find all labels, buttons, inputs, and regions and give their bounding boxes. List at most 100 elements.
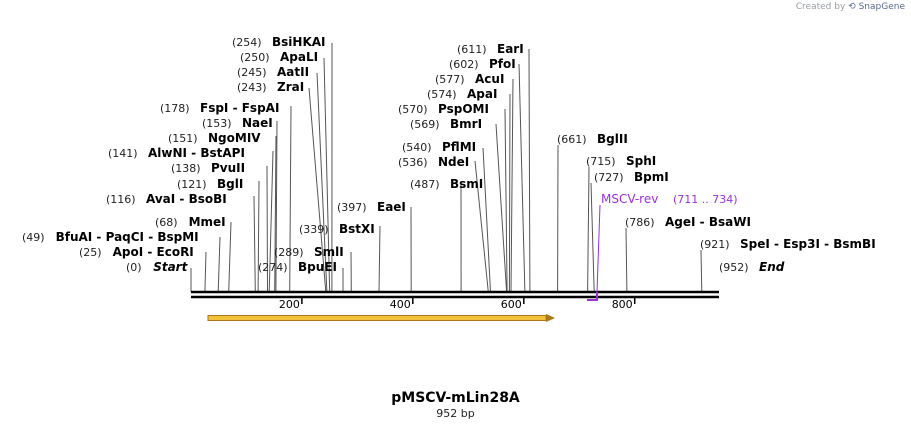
cut-site-label-6[interactable]: (138) PvuII (171, 161, 245, 175)
snapgene-credit: Created by ⟲ SnapGene (796, 2, 905, 12)
cut-site-label-4[interactable]: (116) AvaI - BsoBI (106, 192, 227, 206)
cut-site-position: (116) (106, 193, 136, 206)
cut-site-position: (245) (237, 66, 267, 79)
cut-site-label-20[interactable]: (536) NdeI (398, 155, 469, 169)
enzyme-name: EarI (497, 42, 524, 56)
enzyme-name: BpuEI (298, 260, 337, 274)
cut-site-position: (0) (126, 261, 142, 274)
cut-site-label-21[interactable]: (540) PflMI (402, 140, 476, 154)
enzyme-name: BpmI (634, 170, 669, 184)
leader-line-17 (378, 225, 381, 293)
enzyme-name: BstXI (339, 222, 375, 236)
leader-line-26 (518, 63, 526, 293)
cut-site-label-15[interactable]: (274) BpuEI (258, 260, 337, 274)
cut-site-label-5[interactable]: (121) BglI (177, 177, 243, 191)
enzyme-name: BsiHKAI (272, 35, 326, 49)
cut-site-position: (786) (625, 216, 655, 229)
feature-arrow-shaft (207, 315, 547, 321)
cut-site-label-24[interactable]: (574) ApaI (427, 87, 497, 101)
cut-site-position: (397) (337, 201, 367, 214)
cut-site-label-7[interactable]: (141) AlwNI - BstAPI (108, 146, 245, 160)
cut-site-label-32[interactable]: (921) SpeI - Esp3I - BsmBI (700, 237, 876, 251)
feature-arrow-head (546, 314, 555, 322)
enzyme-name: BglII (597, 132, 628, 146)
leader-line-27 (528, 48, 531, 293)
cut-site-label-0[interactable]: (0) Start (126, 260, 189, 274)
enzyme-name: ApoI - EcoRI (113, 245, 194, 259)
cut-site-position: (727) (594, 171, 624, 184)
cut-site-position: (487) (410, 178, 440, 191)
cut-site-label-9[interactable]: (153) NaeI (202, 116, 273, 130)
leader-line-29 (587, 166, 590, 293)
enzyme-name: AvaI - BsoBI (146, 192, 227, 206)
plasmid-name: pMSCV-mLin28A (391, 390, 520, 406)
enzyme-name: PflMI (442, 140, 476, 154)
cut-site-label-14[interactable]: (254) BsiHKAI (232, 35, 326, 49)
cut-site-position: (715) (586, 155, 616, 168)
cut-site-label-26[interactable]: (602) PfoI (449, 57, 516, 71)
cut-site-label-22[interactable]: (569) BmrI (410, 117, 482, 131)
cut-site-label-30[interactable]: (727) BpmI (594, 170, 669, 184)
cut-site-label-28[interactable]: (661) BglII (557, 132, 628, 146)
cut-site-label-10[interactable]: (178) FspI - FspAI (160, 101, 279, 115)
enzyme-name: NdeI (438, 155, 469, 169)
cut-site-position: (570) (398, 103, 428, 116)
cut-site-position: (274) (258, 261, 288, 274)
leader-line-3 (228, 221, 232, 293)
cut-site-label-3[interactable]: (68) MmeI (155, 215, 226, 229)
enzyme-name: SpeI - Esp3I - BsmBI (740, 237, 876, 251)
cut-site-label-2[interactable]: (49) BfuAI - PaqCI - BspMI (22, 230, 199, 244)
primer-mscv-rev[interactable]: MSCV-rev (711 .. 734) (587, 192, 738, 301)
cut-site-position: (25) (79, 246, 102, 259)
plasmid-title-block: pMSCV-mLin28A 952 bp (0, 390, 911, 420)
cut-site-label-23[interactable]: (570) PspOMI (398, 102, 489, 116)
cut-site-label-13[interactable]: (250) ApaLI (240, 50, 318, 64)
cut-site-position: (952) (719, 261, 749, 274)
enzyme-name: AlwNI - BstAPI (148, 146, 245, 160)
primer-range: (711 .. 734) (673, 193, 738, 206)
cut-site-position: (254) (232, 36, 262, 49)
cut-site-position: (577) (435, 73, 465, 86)
enzyme-name: SmlI (314, 245, 344, 259)
leader-line-5 (257, 180, 260, 293)
leader-line-32 (700, 249, 703, 293)
enzyme-name: BmrI (450, 117, 482, 131)
enzyme-name: PfoI (489, 57, 516, 71)
cut-site-position: (574) (427, 88, 457, 101)
leader-line-7 (268, 150, 274, 293)
enzyme-name: MmeI (189, 215, 226, 229)
cut-site-position: (250) (240, 51, 270, 64)
cut-site-label-31[interactable]: (786) AgeI - BsaWI (625, 215, 751, 229)
cut-site-position: (178) (160, 102, 190, 115)
tick-label-1: 400 (390, 298, 411, 311)
cut-site-position: (569) (410, 118, 440, 131)
leader-line-13 (323, 57, 331, 293)
leader-line-1 (204, 251, 207, 293)
enzyme-name: SphI (626, 154, 656, 168)
cut-site-label-18[interactable]: (397) EaeI (337, 200, 406, 214)
cut-site-label-19[interactable]: (487) BsmI (410, 177, 483, 191)
cut-site-position: (243) (237, 81, 267, 94)
cut-site-label-16[interactable]: (289) SmlI (274, 245, 344, 259)
enzyme-name: ApaLI (280, 50, 318, 64)
leader-line-4 (253, 195, 256, 293)
leader-line-9 (275, 120, 278, 293)
cut-site-label-17[interactable]: (339) BstXI (299, 222, 375, 236)
cut-site-label-1[interactable]: (25) ApoI - EcoRI (79, 245, 194, 259)
cut-site-label-29[interactable]: (715) SphI (586, 154, 656, 168)
leader-line-20 (474, 160, 489, 293)
cut-site-label-11[interactable]: (243) ZraI (237, 80, 304, 94)
enzyme-name: FspI - FspAI (200, 101, 279, 115)
cut-site-label-33[interactable]: (952) End (719, 260, 785, 274)
cut-site-label-12[interactable]: (245) AatII (237, 65, 309, 79)
cut-site-label-25[interactable]: (577) AcuI (435, 72, 504, 86)
cut-site-label-27[interactable]: (611) EarI (457, 42, 524, 56)
cut-site-position: (151) (168, 132, 198, 145)
feature-arrow[interactable] (207, 314, 555, 322)
cut-site-label-8[interactable]: (151) NgoMIV (168, 131, 261, 145)
enzyme-name: ApaI (467, 87, 497, 101)
leader-line-10 (289, 105, 292, 293)
cut-site-position: (339) (299, 223, 329, 236)
enzyme-name: BsmI (450, 177, 483, 191)
